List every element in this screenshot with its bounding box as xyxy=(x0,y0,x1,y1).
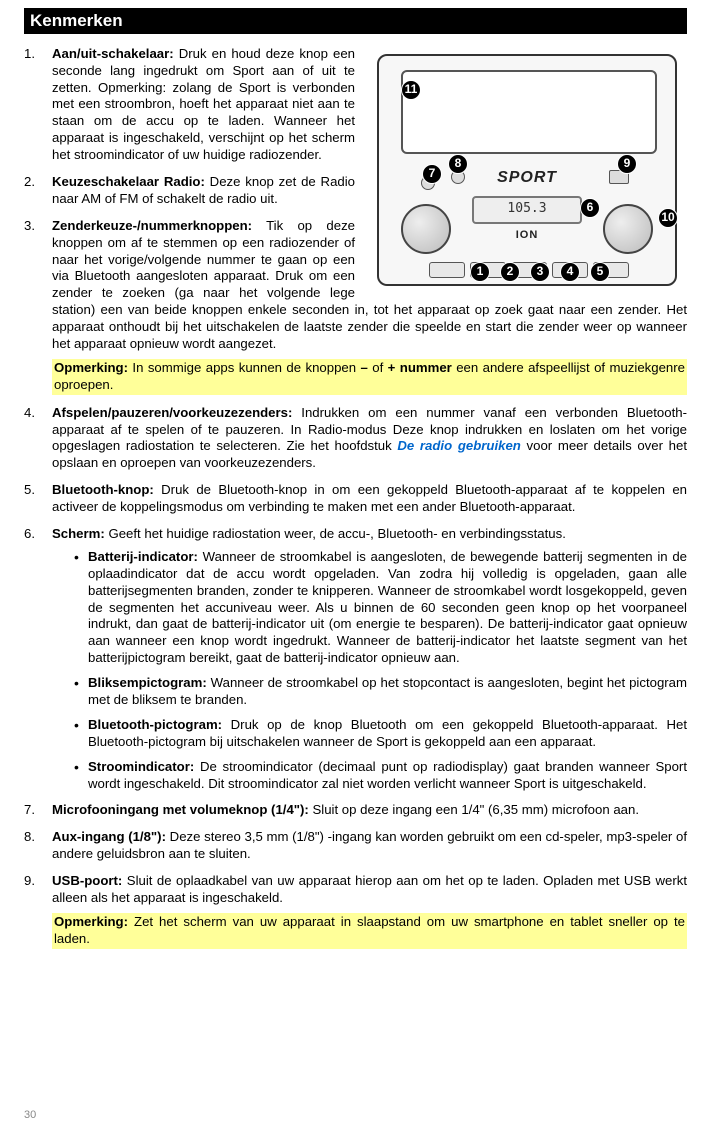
sub-title: Bluetooth-pictogram: xyxy=(88,717,222,732)
feature-item-4: Afspelen/pauzeren/voorkeuzezenders: Indr… xyxy=(24,405,687,473)
inline-link[interactable]: De radio gebruiken xyxy=(397,438,520,453)
feature-title: Scherm: xyxy=(52,526,105,541)
feature-text: Microfooningang met volumeknop (1/4"): S… xyxy=(52,802,687,819)
feature-list: Aan/uit-schakelaar: Druk en houd deze kn… xyxy=(24,46,687,949)
page-number: 30 xyxy=(24,1108,36,1122)
sub-title: Batterij-indicator: xyxy=(88,549,198,564)
feature-title: Keuzeschakelaar Radio: xyxy=(52,174,205,189)
sub-title: Bliksempictogram: xyxy=(88,675,207,690)
feature-title: USB-poort: xyxy=(52,873,122,888)
feature-item-9: USB-poort: Sluit de oplaadkabel van uw a… xyxy=(24,873,687,949)
feature-title: Afspelen/pauzeren/voorkeuzezenders: xyxy=(52,405,292,420)
feature-text: Bluetooth-knop: Druk de Bluetooth-knop i… xyxy=(52,482,687,516)
note-bold: + nummer xyxy=(388,360,452,375)
feature-item-3: Zenderkeuze-/nummerknoppen: Tik op deze … xyxy=(24,218,687,395)
feature-item-6: Scherm: Geeft het huidige radiostation w… xyxy=(24,526,687,792)
feature-item-8: Aux-ingang (1/8"): Deze stereo 3,5 mm (1… xyxy=(24,829,687,863)
feature-title: Aux-ingang (1/8"): xyxy=(52,829,166,844)
feature-title: Aan/uit-schakelaar: xyxy=(52,46,174,61)
feature-item-2: Keuzeschakelaar Radio: Deze knop zet de … xyxy=(24,174,687,208)
feature-title: Zenderkeuze-/nummerknoppen: xyxy=(52,218,252,233)
feature-text: Keuzeschakelaar Radio: Deze knop zet de … xyxy=(52,174,687,208)
sub-title: Stroomindicator: xyxy=(88,759,194,774)
note-box: Opmerking: In sommige apps kunnen de kno… xyxy=(52,359,687,395)
feature-title: Microfooningang met volumeknop (1/4"): xyxy=(52,802,309,817)
feature-title: Bluetooth-knop: xyxy=(52,482,154,497)
feature-text: Aux-ingang (1/8"): Deze stereo 3,5 mm (1… xyxy=(52,829,687,863)
sub-item-4: Stroomindicator: De stroomindicator (dec… xyxy=(74,759,687,793)
feature-item-1: Aan/uit-schakelaar: Druk en houd deze kn… xyxy=(24,46,687,164)
sub-item-3: Bluetooth-pictogram: Druk op de knop Blu… xyxy=(74,717,687,751)
feature-text: Zenderkeuze-/nummerknoppen: Tik op deze … xyxy=(52,218,687,353)
feature-item-5: Bluetooth-knop: Druk de Bluetooth-knop i… xyxy=(24,482,687,516)
feature-text: Afspelen/pauzeren/voorkeuzezenders: Indr… xyxy=(52,405,687,473)
feature-text: USB-poort: Sluit de oplaadkabel van uw a… xyxy=(52,873,687,907)
feature-text: Aan/uit-schakelaar: Druk en houd deze kn… xyxy=(52,46,687,164)
note-label: Opmerking: xyxy=(54,360,128,375)
sub-item-1: Batterij-indicator: Wanneer de stroomkab… xyxy=(74,549,687,667)
feature-text: Scherm: Geeft het huidige radiostation w… xyxy=(52,526,687,543)
note-box: Opmerking: Zet het scherm van uw apparaa… xyxy=(52,913,687,949)
sub-list: Batterij-indicator: Wanneer de stroomkab… xyxy=(52,549,687,793)
note-bold: – xyxy=(361,360,368,375)
note-label: Opmerking: xyxy=(54,914,128,929)
section-header: Kenmerken xyxy=(24,8,687,34)
feature-item-7: Microfooningang met volumeknop (1/4"): S… xyxy=(24,802,687,819)
sub-item-2: Bliksempictogram: Wanneer de stroomkabel… xyxy=(74,675,687,709)
